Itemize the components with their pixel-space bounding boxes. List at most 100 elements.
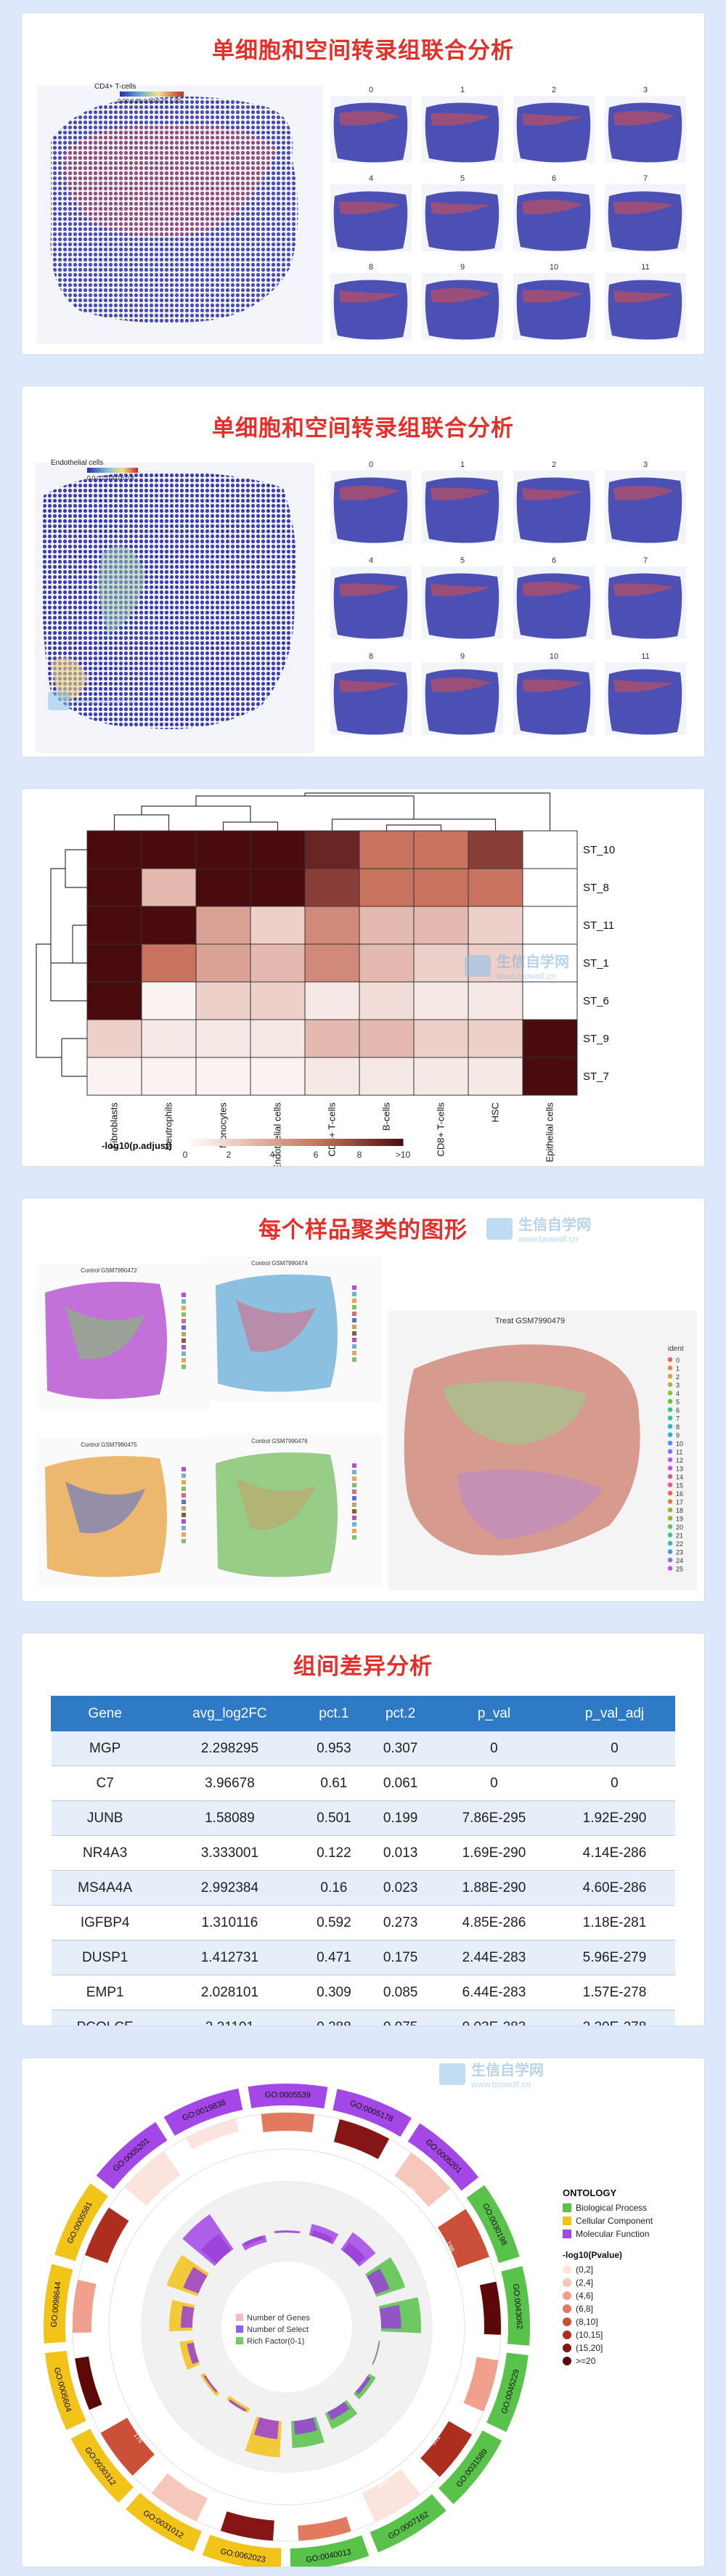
heatmap-legend-swatch [276,1139,280,1146]
pvalue-bar [75,2356,102,2410]
heatmap-row-label: ST_9 [583,1033,609,1045]
pvalue-bar [463,2357,499,2412]
tissue-shape [608,669,682,735]
heatmap-cell [195,830,251,869]
ident-dot [667,1365,673,1370]
heatmap-legend-title: -log10(p.adjust) [102,1140,172,1151]
table-row: NR4A3 3.333001 0.122 0.013 1.69E-290 4.14E-28… [51,1835,675,1871]
heatmap-legend-swatch [203,1139,208,1146]
heatmap-cell [413,830,469,869]
pvalue-legend-title: -log10(Pvalue) [563,2250,622,2260]
table-row: JUNB 1.58089 0.501 0.199 7.86E-295 1.92E-290 [51,1800,675,1836]
heatmap-legend-swatch [287,1139,291,1146]
ident-dot [667,1432,673,1437]
watermark: 生信自学网 www.biowolf.cn [439,2058,544,2089]
number-of-select-bar [343,2242,366,2265]
table-cell: PCOLCE [51,2010,159,2026]
heatmap-legend-swatch [381,1139,386,1146]
panel-title: 组间差异分析 [293,1654,433,1680]
thumbnail-label: 11 [641,652,649,661]
go-term-sector: GO:0043062 198 [378,2266,531,2346]
thumbnail-label: 4 [369,174,373,183]
tissue-shape [425,102,499,163]
ident-swatch [182,1293,186,1297]
heatmap-cell [141,1019,197,1058]
tissue-shape [608,280,682,340]
heatmap-cell [468,981,523,1020]
sample-cluster-plot: Control GSM7990476 [207,1434,381,1587]
sample-title: Control GSM7990476 [251,1438,308,1445]
ontology-swatch [563,2203,571,2212]
ident-dot [667,1415,673,1421]
ident-swatch [182,1474,186,1478]
heatmap-cell [250,943,306,983]
table-cell: 0.16 [301,1870,367,1906]
heatmap-legend-swatch [283,1139,287,1146]
table-cell: 1.310116 [158,1905,301,1941]
number-of-select-bar [183,2267,208,2294]
heatmap-cell [250,981,306,1020]
table-cell: 1.92E-290 [554,1800,675,1836]
heatmap-cell [359,943,415,983]
inner-legend-label: Number of Genes [247,2314,310,2323]
table-cell: 0.288 [301,2010,367,2026]
table-cell: JUNB [51,1800,159,1836]
sample-cluster-plot: Control GSM7990472 [36,1264,211,1409]
sample-cluster-plot: Control GSM7990475 [36,1438,211,1587]
go-term-sector: GO:0098644 88 [43,2264,195,2344]
ident-swatch [352,1285,356,1290]
heatmap-legend-swatch [189,1139,193,1146]
table-cell: 0.013 [367,1835,434,1871]
cluster-highlight [339,485,400,500]
heatmap-cell [522,830,578,869]
thumbnail-label: 1 [460,86,465,94]
column-dendrogram [113,792,551,831]
watermark-logo-icon [439,2063,465,2085]
ident-swatch [182,1312,186,1317]
table-row: DUSP1 1.412731 0.471 0.175 2.44E-283 5.96E-27… [51,1940,675,1975]
heatmap-cell [359,906,415,945]
enrichment-heatmap: ST_10 ST_8 ST_11 ST_1 ST_6 ST_9 ST_7 Fibroblast… [36,792,615,1166]
table-cell: 4.60E-286 [554,1870,675,1906]
ring-guide [108,2148,465,2506]
heatmap-legend-swatch [247,1139,251,1146]
sample-title: Control GSM7990474 [251,1260,308,1267]
heatmap-cell [413,1019,469,1058]
heatmap-cell [141,1057,197,1096]
thumbnail-label: 8 [369,652,373,661]
pvalue-bar [85,2207,129,2264]
watermark-url: www.biowolf.cn [471,2079,531,2089]
ontology-band [70,2429,134,2503]
heatmap-legend-swatch [218,1139,222,1146]
thumbnail-grid-svg: 0 1 2 3 4 5 6 7 8 9 10 11 [330,86,686,340]
ident-label: 19 [676,1516,683,1523]
table-header-cell: p_val [433,1696,555,1731]
thumbnail-label: 3 [643,86,648,94]
tissue-shape [333,191,408,251]
heatmap-col-label: CD8+ T-cells [436,1102,446,1157]
number-of-genes-bar [325,2400,358,2429]
heatmap-legend-swatch [352,1139,356,1146]
heatmap-cell [86,1057,142,1096]
heatmap-legend-swatch [348,1139,353,1146]
legend-title: Endothelial cells [51,459,104,467]
pvalue-bar [333,2119,390,2160]
number-of-genes-bar [340,2232,376,2267]
ident-dot [667,1407,673,1413]
ontology-band [248,2084,328,2109]
heatmap-col-label: Monocytes [218,1102,229,1148]
heatmap-legend-swatch [374,1139,378,1146]
endothelial-spatial-map [35,463,314,753]
heatmap-legend-swatch [345,1139,349,1146]
heatmap-legend-swatch [250,1139,255,1146]
ident-swatch [352,1476,356,1481]
ident-label: 1 [676,1365,680,1373]
heatmap-legend-swatch [225,1139,229,1146]
heatmap-cell [304,868,360,907]
ident-dot [667,1457,673,1463]
gene-count-label: 120 [212,2142,225,2153]
table-cell: 9.03E-283 [433,2010,555,2026]
heatmap-legend-swatch [254,1139,258,1146]
heatmap-legend-swatch [330,1139,335,1146]
